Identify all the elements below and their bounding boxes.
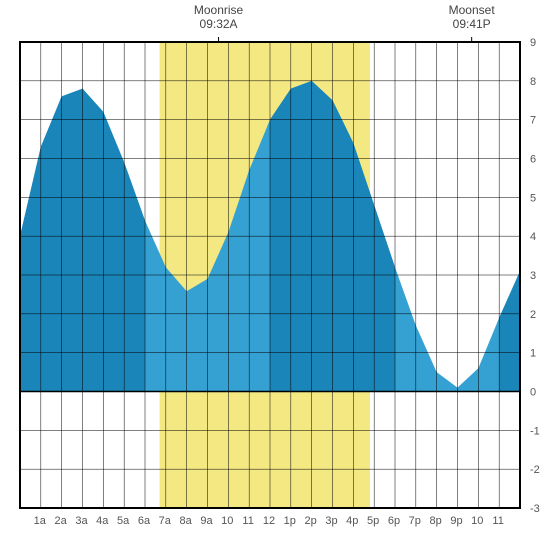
y-tick-label: -3 <box>530 503 540 515</box>
x-tick-label: 5p <box>367 515 379 527</box>
x-tick-label: 4a <box>96 515 109 527</box>
x-tick-label: 7a <box>159 515 172 527</box>
x-tick-label: 1a <box>34 515 47 527</box>
x-tick-label: 10 <box>471 515 483 527</box>
y-tick-label: 0 <box>530 387 536 399</box>
x-tick-label: 6a <box>138 515 151 527</box>
x-tick-label: 9a <box>200 515 213 527</box>
y-tick-label: -2 <box>530 464 540 476</box>
chart-svg: -3-2-101234567891a2a3a4a5a6a7a8a9a101112… <box>0 0 550 550</box>
tide-chart: -3-2-101234567891a2a3a4a5a6a7a8a9a101112… <box>0 0 550 550</box>
y-tick-label: 9 <box>530 37 536 49</box>
x-tick-label: 3p <box>325 515 337 527</box>
y-tick-label: 7 <box>530 115 536 127</box>
y-tick-label: 4 <box>530 231 536 243</box>
x-tick-label: 11 <box>492 515 503 527</box>
x-tick-label: 10 <box>221 515 233 527</box>
moonset-time: 09:41P <box>453 17 491 31</box>
x-tick-label: 2p <box>305 515 317 527</box>
x-tick-label: 2a <box>55 515 68 527</box>
x-tick-label: 8a <box>180 515 193 527</box>
moonset-label: Moonset <box>449 3 496 17</box>
y-tick-label: 3 <box>530 270 536 282</box>
y-tick-label: 8 <box>530 76 536 88</box>
x-tick-label: 12 <box>263 515 275 527</box>
moonrise-label: Moonrise <box>194 3 244 17</box>
y-tick-label: -1 <box>530 425 540 437</box>
y-tick-label: 1 <box>530 348 536 360</box>
moonrise-time: 09:32A <box>200 17 238 31</box>
y-tick-label: 2 <box>530 309 536 321</box>
x-tick-label: 8p <box>430 515 442 527</box>
x-tick-label: 4p <box>346 515 358 527</box>
y-tick-label: 5 <box>530 192 536 204</box>
y-tick-label: 6 <box>530 154 536 166</box>
x-tick-label: 1p <box>284 515 296 527</box>
x-tick-label: 3a <box>75 515 88 527</box>
x-tick-label: 9p <box>450 515 462 527</box>
x-tick-label: 5a <box>117 515 130 527</box>
x-tick-label: 6p <box>388 515 400 527</box>
x-tick-label: 7p <box>409 515 421 527</box>
x-tick-label: 11 <box>242 515 253 527</box>
